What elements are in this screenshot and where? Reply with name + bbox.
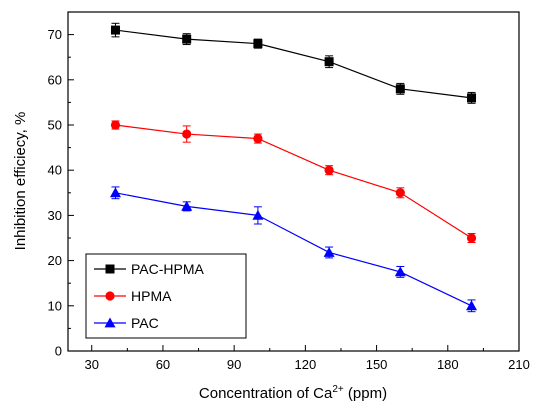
x-tick-label: 90 (227, 357, 241, 372)
series-pac-hpma (110, 22, 477, 104)
legend-label: HPMA (131, 288, 172, 304)
x-tick-label: 210 (508, 357, 530, 372)
y-axis-title: Inhibition efficiecy, % (12, 112, 29, 251)
data-point (110, 25, 120, 35)
data-point (324, 165, 334, 175)
series-line (115, 29, 472, 99)
legend-items: PAC-HPMA HPMA PAC (94, 261, 205, 331)
legend-label: PAC-HPMA (131, 261, 205, 277)
x-axis-title: Concentration of Ca2+ (ppm) (199, 384, 387, 402)
data-point (395, 188, 405, 198)
legend-marker (105, 264, 115, 274)
data-point (466, 233, 477, 243)
data-point (252, 209, 264, 220)
series-pac (109, 186, 478, 313)
data-point (110, 120, 121, 130)
legend-marker (104, 317, 116, 328)
y-tick-label: 30 (48, 208, 62, 223)
x-tick-label: 150 (366, 357, 388, 372)
y-tick-label: 20 (48, 253, 62, 268)
data-point (253, 133, 263, 144)
plot-frame (67, 11, 520, 352)
series-line (115, 124, 472, 239)
y-tick-label: 70 (48, 27, 62, 42)
series-hpma (110, 120, 477, 244)
y-tick-label: 0 (55, 344, 62, 359)
legend-label: PAC (131, 315, 159, 331)
x-tick-label: 180 (437, 357, 459, 372)
data-point (182, 34, 192, 44)
data-point (323, 246, 335, 257)
data-point (324, 57, 334, 67)
y-tick-label: 10 (48, 298, 62, 313)
data-point (395, 84, 405, 94)
data-point (182, 129, 192, 139)
data-point (394, 266, 406, 277)
x-axis-title-superscript: 2+ (332, 384, 344, 395)
legend-marker (105, 291, 115, 301)
legend: PAC-HPMA HPMA PAC (85, 253, 247, 339)
x-tick-label: 60 (156, 357, 170, 372)
y-tick-label: 60 (48, 72, 62, 87)
x-tick-label: 120 (295, 357, 317, 372)
data-point (181, 200, 193, 211)
y-tick-label: 40 (48, 163, 62, 178)
data-point (466, 300, 478, 311)
y-tick-label: 50 (48, 118, 62, 133)
data-point (467, 93, 477, 103)
series-line (115, 192, 472, 307)
data-point (253, 39, 263, 49)
axis-ticks: 30 60 90 120 150 180 210 0 10 20 30 40 50 60 70 (48, 11, 530, 372)
data-point (109, 187, 121, 198)
series-layer (109, 22, 478, 313)
x-tick-label: 30 (85, 357, 99, 372)
